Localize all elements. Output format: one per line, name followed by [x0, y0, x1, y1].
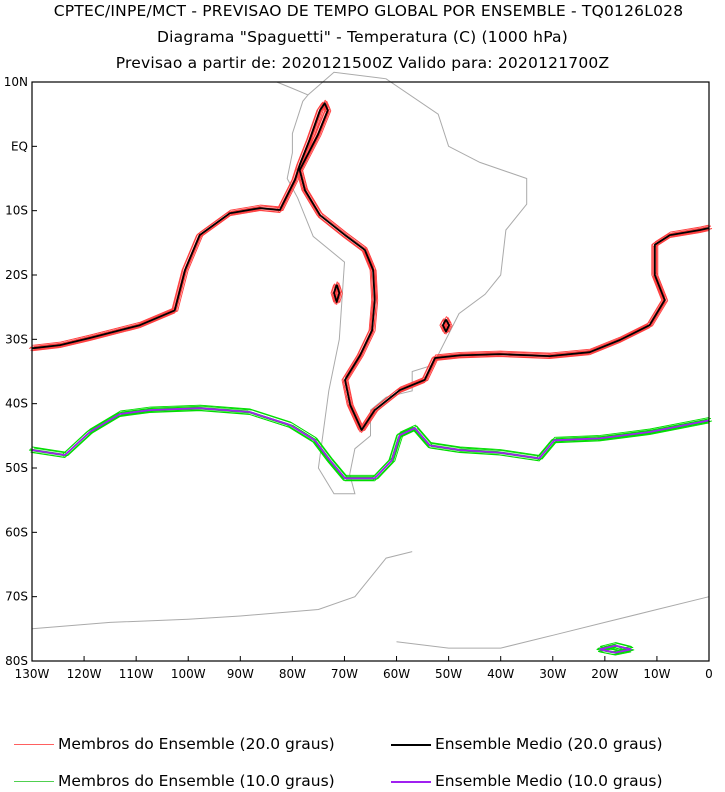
legend-label: Ensemble Medio (10.0 graus) [435, 772, 663, 790]
legend-item-members-10: Membros do Ensemble (10.0 graus) [14, 772, 335, 790]
ensemble-member-line [599, 642, 632, 651]
ensemble-means [31, 102, 710, 654]
x-tick-label: 20W [591, 667, 618, 681]
ensemble-member-line [32, 404, 710, 476]
ensemble-member-line [30, 104, 708, 433]
coastline [396, 596, 710, 649]
legend-label: Membros do Ensemble (20.0 graus) [58, 735, 335, 753]
title-line-1: CPTEC/INPE/MCT - PREVISAO DE TEMPO GLOBA… [53, 2, 684, 20]
coastline [276, 71, 528, 495]
y-tick-label: 20S [5, 268, 28, 282]
x-tick-label: 60W [383, 667, 410, 681]
y-tick-label: 10S [5, 204, 28, 218]
y-tick-label: 40S [5, 397, 28, 411]
coastlines [31, 71, 710, 649]
ensemble-mean-line [441, 318, 451, 333]
plot-frame [31, 81, 710, 662]
ensemble-member-line [34, 103, 713, 431]
coastline [31, 551, 413, 630]
title-line-2: Diagrama "Spaguetti" - Temperatura (C) (… [156, 28, 568, 46]
x-tick-label: 30W [539, 667, 566, 681]
x-tick-label: 130W [15, 667, 50, 681]
y-tick-label: 60S [5, 525, 28, 539]
ensemble-member-line [439, 319, 447, 333]
x-tick-label: 70W [331, 667, 358, 681]
y-tick-label: 70S [5, 590, 28, 604]
x-tick-label: 90W [227, 667, 254, 681]
legend-label: Membros do Ensemble (10.0 graus) [58, 772, 335, 790]
legend-item-members-20: Membros do Ensemble (20.0 graus) [14, 735, 335, 753]
x-tick-label: 110W [119, 667, 154, 681]
x-tick-label: 40W [487, 667, 514, 681]
y-tick-label: EQ [11, 139, 28, 153]
ensemble-member-line [601, 643, 634, 652]
x-tick-label: 10W [643, 667, 670, 681]
ensemble-mean-line [333, 284, 341, 303]
ensemble-member-line [445, 319, 453, 333]
legend-item-mean-10: Ensemble Medio (10.0 graus) [391, 772, 663, 790]
x-tick-label: 120W [67, 667, 102, 681]
axis-ticks: 130W 120W 110W 100W 90W 80W 70W 60W 50W 40W 30W 20W… [4, 75, 713, 681]
ensemble-mean-line [599, 644, 632, 654]
x-tick-label: 50W [435, 667, 462, 681]
legend-label: Ensemble Medio (20.0 graus) [435, 735, 663, 753]
y-tick-label: 80S [5, 654, 28, 668]
y-tick-label: 50S [5, 461, 28, 475]
ensemble-member-line [34, 408, 713, 480]
x-tick-label: 80W [279, 667, 306, 681]
ensemble-member-line [28, 102, 707, 431]
ensemble-member-line [32, 99, 710, 428]
title-line-3: Previsao a partir de: 2020121500Z Valido… [115, 54, 610, 72]
ensemble-member-line [31, 410, 710, 482]
x-tick-label: 100W [171, 667, 206, 681]
y-tick-label: 10N [4, 75, 28, 89]
ensemble-members [28, 99, 713, 656]
ensemble-mean-line [31, 102, 710, 431]
ensemble-mean-line [31, 407, 710, 480]
x-tick-label: 0 [705, 667, 713, 681]
y-tick-label: 30S [5, 332, 28, 346]
legend-item-mean-20: Ensemble Medio (20.0 graus) [391, 735, 663, 753]
